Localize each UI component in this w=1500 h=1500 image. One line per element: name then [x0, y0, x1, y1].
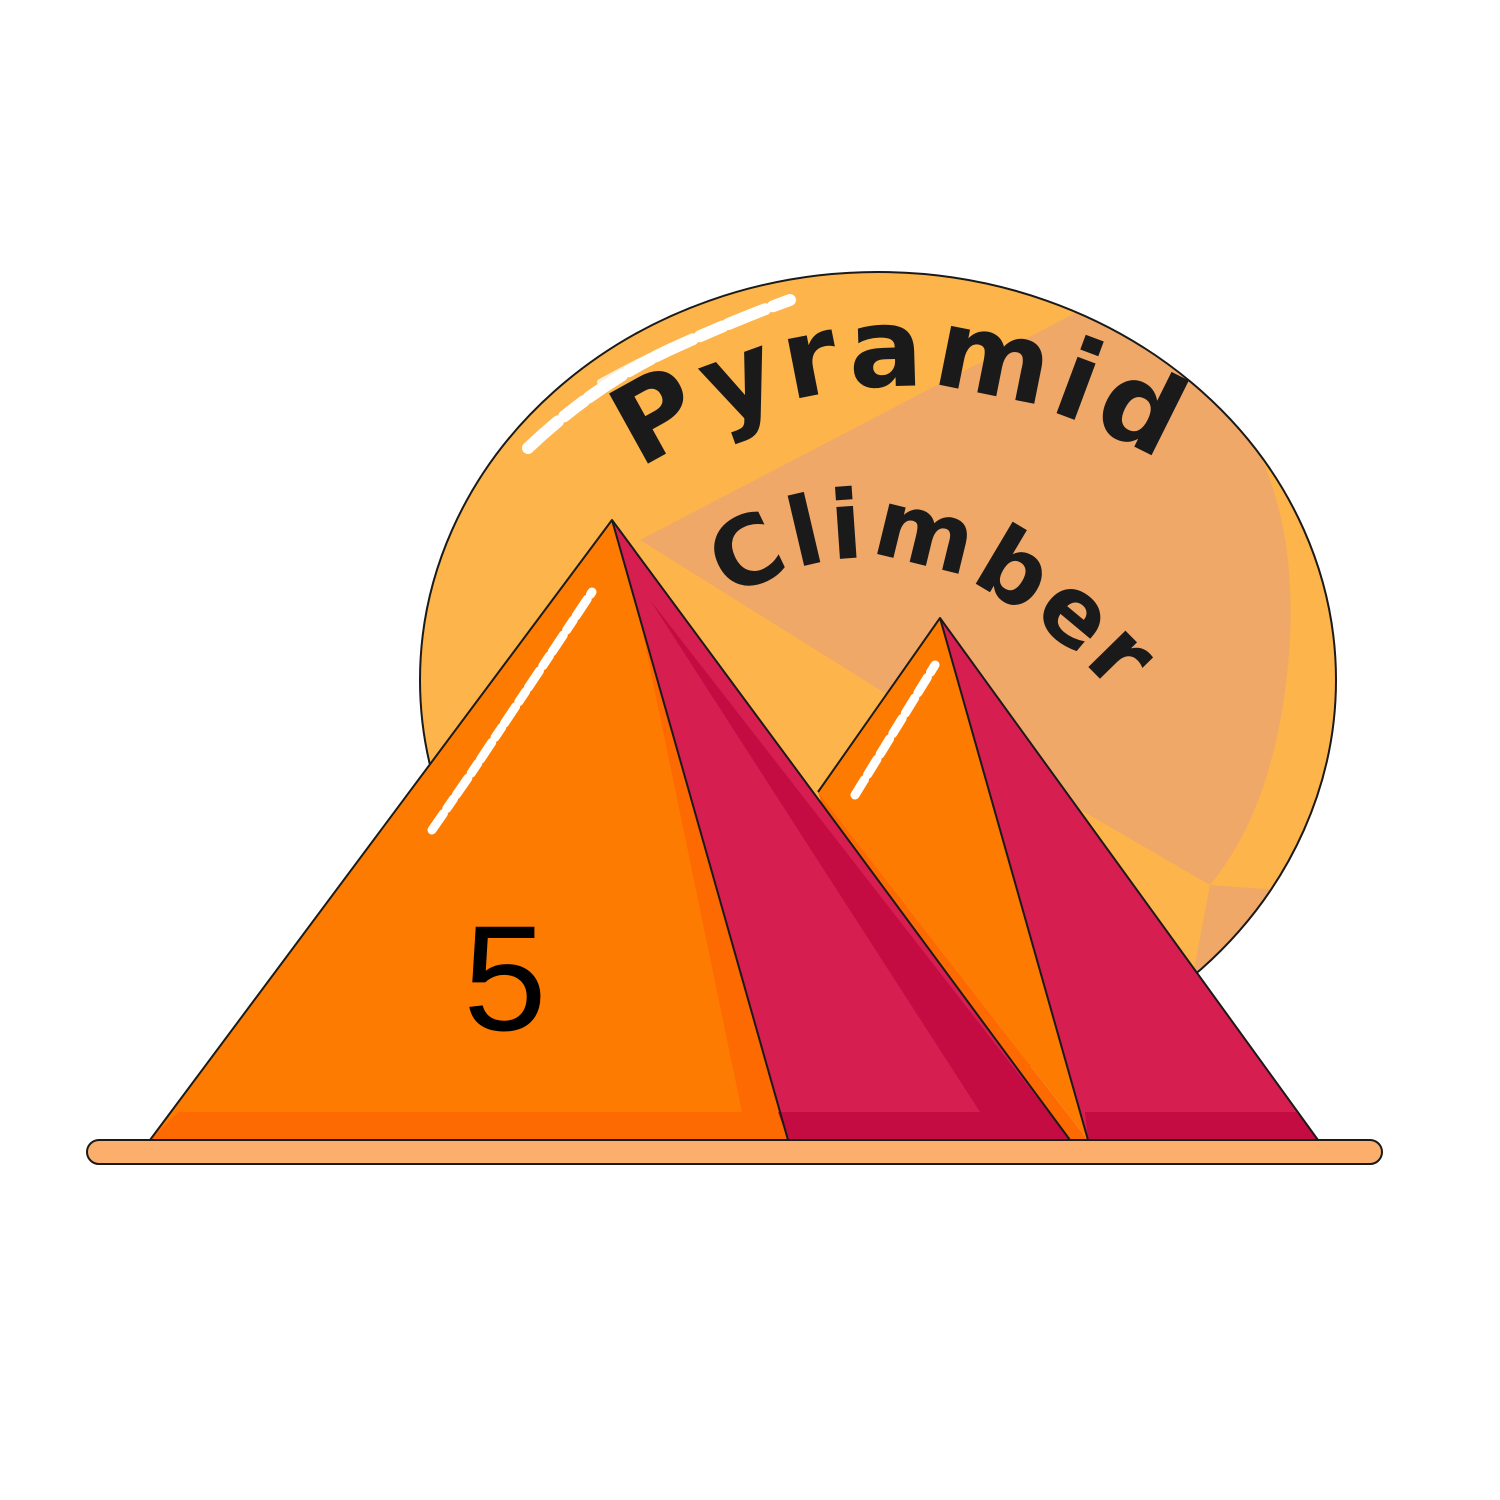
ground-bar	[86, 1139, 1383, 1165]
small-pyramid	[817, 617, 1319, 1141]
pyramid-number: 5	[463, 894, 546, 1062]
large-pyramid	[149, 519, 1071, 1141]
